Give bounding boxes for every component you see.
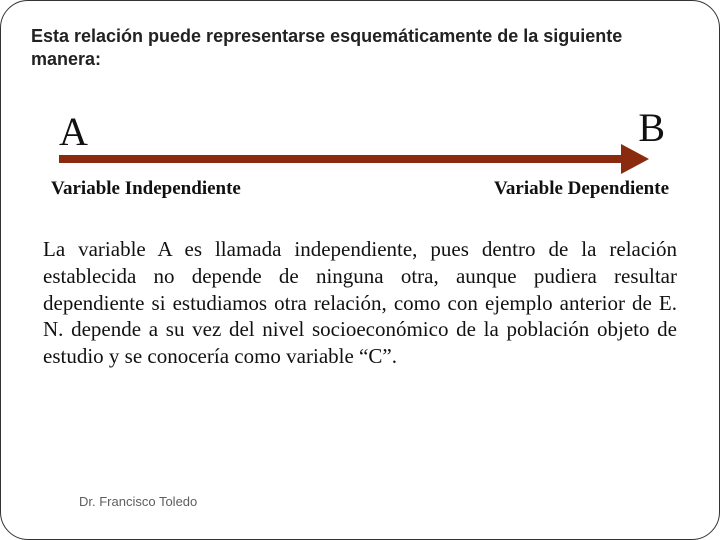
arrow-icon [59, 150, 625, 168]
sublabel-b: Variable Dependiente [494, 178, 669, 200]
footer-author: Dr. Francisco Toledo [79, 494, 197, 509]
arrow-head [621, 144, 649, 174]
relation-diagram: A B Variable Independiente Variable Depe… [51, 108, 669, 208]
arrow-shaft [59, 155, 625, 163]
body-paragraph: La variable A es llamada independiente, … [43, 236, 677, 370]
intro-text: Esta relación puede representarse esquem… [31, 25, 689, 72]
label-a: A [59, 108, 88, 155]
sublabel-a: Variable Independiente [51, 178, 241, 200]
slide-frame: Esta relación puede representarse esquem… [0, 0, 720, 540]
